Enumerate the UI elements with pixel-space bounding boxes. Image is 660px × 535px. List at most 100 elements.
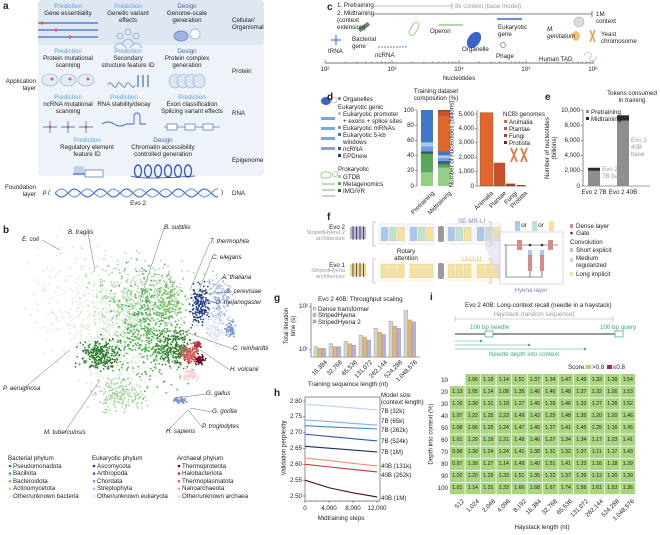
legend-item: Halobacteriota [182, 470, 222, 478]
embedding-point [91, 393, 94, 396]
embedding-point [187, 382, 190, 385]
embedding-point [177, 366, 180, 368]
species-label: S. cerevisiae [226, 288, 262, 295]
embedding-point [161, 351, 164, 354]
sequence-box [614, 330, 624, 338]
legend-title: Archaeal phylum [177, 455, 224, 462]
embedding-point [78, 363, 81, 366]
embedding-point [139, 357, 142, 360]
embedding-point [75, 316, 78, 318]
legend-dot [92, 495, 96, 498]
embedding-point [130, 292, 133, 295]
embedding-point [100, 333, 102, 336]
heatmap-value: 1.51 [514, 376, 525, 383]
protein-complex-icon [168, 73, 206, 89]
embedding-point [166, 329, 169, 332]
embedding-point [134, 323, 137, 325]
embedding-point [146, 404, 149, 407]
embedding-point [105, 306, 108, 309]
arrowhead [528, 343, 531, 347]
embedding-point [141, 305, 143, 307]
embedding-point [86, 342, 89, 345]
embedding-point [102, 368, 105, 370]
heatmap-value: 1.43 [529, 412, 540, 419]
embedding-point [115, 340, 118, 343]
axis-tick-label: 10³ [387, 66, 397, 73]
knockout-mark [54, 28, 58, 32]
embedding-point [184, 295, 187, 298]
heatmap-value: 1.45 [529, 424, 540, 431]
bar-fungi [505, 183, 516, 187]
embedding-point [103, 315, 105, 317]
legend-dot [177, 464, 181, 468]
embedding-point [111, 358, 114, 361]
legend-dot [177, 487, 181, 491]
bar-dense-transformer [343, 341, 348, 358]
gate-dot [528, 243, 532, 247]
embedding-point [88, 346, 90, 349]
embedding-point [116, 306, 119, 309]
heatmap-value: 1.23 [498, 412, 509, 419]
embedding-point [228, 329, 231, 331]
embedding-point [79, 333, 82, 336]
embedding-point [158, 352, 161, 355]
heatmap-value: 1.32 [591, 388, 602, 395]
embedding-point [212, 322, 215, 325]
embedding-point [94, 366, 97, 369]
line-7b-524k- [304, 433, 378, 442]
embedding-point [165, 324, 168, 327]
embedding-point [122, 399, 125, 402]
embedding-point [142, 297, 145, 300]
embedding-point [107, 365, 110, 368]
alpha-helix [107, 82, 136, 88]
embedding-point [98, 274, 101, 277]
embedding-point [126, 319, 128, 322]
embedding-point [97, 379, 99, 382]
embedding-point [224, 293, 227, 296]
embedding-point [194, 374, 197, 377]
embedding-point [127, 325, 130, 328]
embedding-point [127, 327, 130, 329]
heatmap-value: 1.39 [607, 376, 618, 383]
embedding-point [86, 286, 88, 289]
needle-label: 100 bp needle [470, 324, 510, 331]
heatmap-value: 1.37 [560, 473, 571, 480]
embedding-point [167, 273, 170, 276]
embedding-point [105, 288, 108, 291]
legend-swatch [586, 117, 589, 120]
embedding-point [200, 298, 203, 301]
embedding-point [140, 267, 143, 270]
legend-item: Short explicit [576, 247, 612, 254]
embedding-point [223, 290, 226, 292]
legend-item: ncRNA [343, 146, 363, 153]
embedding-point [229, 285, 232, 288]
embedding-point [216, 306, 219, 309]
y-tick-label: 4,000 [564, 152, 580, 160]
embedding-point [99, 353, 102, 355]
y-tick-label: 2.75 [289, 413, 302, 421]
embedding-point [115, 267, 118, 270]
embedding-point [138, 375, 141, 378]
embedding-point [128, 347, 131, 350]
embedding-point [120, 277, 123, 280]
task-type-label: Design [177, 48, 197, 55]
mutation-mark [50, 77, 54, 81]
embedding-point [67, 354, 69, 357]
embedding-point [112, 315, 115, 317]
embedding-point [224, 283, 227, 286]
embedding-point [69, 332, 72, 335]
task-type-label: Prediction [54, 94, 82, 101]
embedding-point [171, 341, 174, 344]
embedding-point [104, 391, 107, 393]
embedding-point [136, 309, 138, 311]
embedding-point [79, 302, 82, 304]
task-type-label: Prediction [54, 48, 82, 55]
embedding-point [104, 254, 107, 257]
embedding-point [118, 378, 121, 381]
embedding-point [94, 342, 97, 345]
embedding-point [130, 257, 132, 260]
embedding-point [201, 308, 203, 311]
embedding-point [125, 405, 128, 408]
embedding-point [95, 356, 98, 359]
embedding-point [155, 348, 158, 351]
